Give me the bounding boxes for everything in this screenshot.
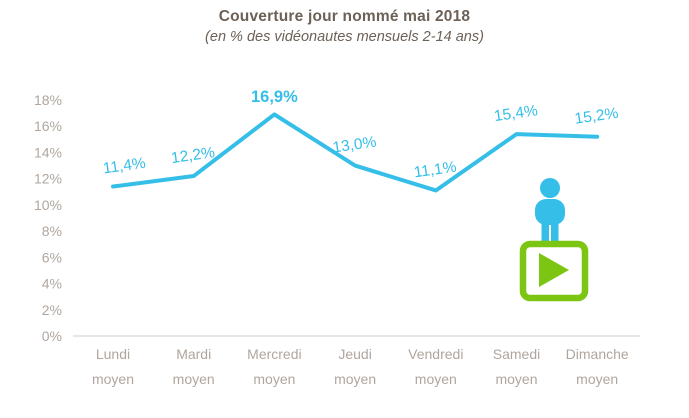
x-category-sublabel: moyen [253,371,295,387]
x-category-sublabel: moyen [334,371,376,387]
x-category-label: Jeudi [338,346,371,362]
x-category-label: Mercredi [247,346,301,362]
person-on-play-button-graphic [519,178,589,302]
data-label: 11,1% [413,159,458,182]
x-category-sublabel: moyen [576,371,618,387]
x-category-label: Vendredi [408,346,463,362]
y-tick-label: 16% [34,118,62,134]
y-tick-label: 4% [42,276,62,292]
x-category-label: Samedi [493,346,540,362]
y-tick-label: 8% [42,223,62,239]
x-category-label: Dimanche [566,346,629,362]
chart-subtitle: (en % des vidéonautes mensuels 2-14 ans) [205,29,484,45]
data-label: 13,0% [332,134,378,157]
y-tick-label: 6% [42,249,62,265]
data-label: 15,2% [574,105,620,128]
play-button-icon [519,240,589,302]
x-category-label: Lundi [96,346,130,362]
x-category-sublabel: moyen [495,371,537,387]
y-tick-label: 2% [42,302,62,318]
y-tick-label: 0% [42,328,62,344]
chart-line [111,112,600,193]
x-category-sublabel: moyen [415,371,457,387]
y-tick-label: 12% [34,171,62,187]
y-tick-label: 14% [34,144,62,160]
y-tick-label: 18% [34,92,62,108]
data-label: 15,4% [493,102,539,125]
y-tick-label: 10% [34,197,62,213]
person-icon [535,178,565,245]
x-category-label: Mardi [176,346,211,362]
chart-title: Couverture jour nommé mai 2018 [218,8,471,25]
data-label: 16,9% [251,88,298,106]
chart-header: Couverture jour nommé mai 2018 (en % des… [0,8,689,45]
x-category-sublabel: moyen [173,371,215,387]
data-label: 12,2% [170,144,216,167]
data-label: 11,4% [102,155,147,178]
x-category-sublabel: moyen [92,371,134,387]
